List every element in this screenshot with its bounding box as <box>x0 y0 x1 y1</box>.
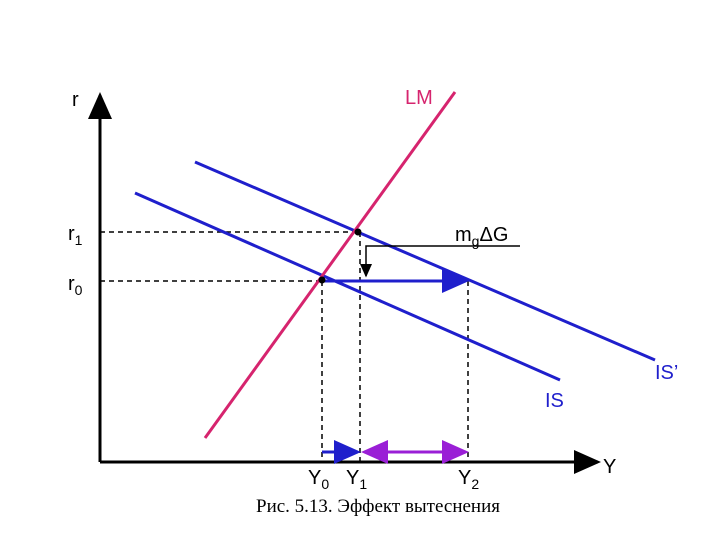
caption: Рис. 5.13. Эффект вытеснения <box>256 496 500 517</box>
label-base: Y <box>346 467 359 489</box>
label-sub: 0 <box>75 282 83 298</box>
output-label: Y0 <box>308 467 329 492</box>
label-base: Y <box>308 467 321 489</box>
equilibrium-point <box>354 228 362 236</box>
label-sub: g <box>472 233 480 249</box>
level-label: r1 <box>68 223 83 248</box>
label-sub: 0 <box>321 476 329 492</box>
x-axis-label: Y <box>603 456 616 478</box>
equilibrium-point <box>318 276 326 284</box>
is-curve <box>134 191 561 382</box>
label-base: m <box>455 224 472 246</box>
label-sub: 1 <box>75 232 83 248</box>
lm-label: LM <box>405 87 433 109</box>
is-shifted-label: IS’ <box>655 362 678 384</box>
label-sub: 2 <box>471 476 479 492</box>
label-base: r <box>68 223 75 245</box>
level-label: r0 <box>68 273 83 298</box>
output-label: Y2 <box>458 467 479 492</box>
shift-label: mgΔG <box>455 224 508 249</box>
is-shifted-curve <box>194 160 656 362</box>
y-axis-label: r <box>72 89 79 111</box>
label-base: Y <box>458 467 471 489</box>
is-label: IS <box>545 390 564 412</box>
lm-curve <box>203 91 457 439</box>
label-base: r <box>68 273 75 295</box>
label-sub: 1 <box>359 476 367 492</box>
bracket-arrow <box>360 245 520 278</box>
output-label: Y1 <box>346 467 367 492</box>
label-rest: ΔG <box>479 224 508 246</box>
